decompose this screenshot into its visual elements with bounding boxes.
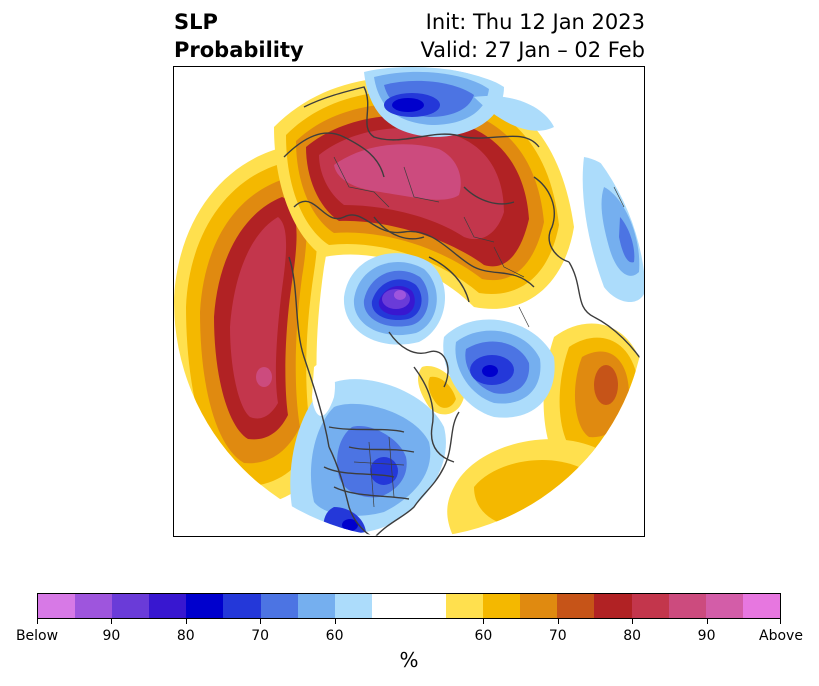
colorbar-segment [668,594,706,618]
colorbar-segment [631,594,669,618]
colorbar-tick-label: 90 [102,628,121,644]
colorbar-tick [706,619,708,624]
coastlines [283,86,644,536]
colorbar-unit: % [399,648,419,672]
colorbar-tick-label: 60 [325,628,344,644]
colorbar-segment [557,594,595,618]
colorbar-segment [742,594,780,618]
below-region-atlantic [443,319,555,418]
colorbar-segment [223,594,261,618]
colorbar-segment [149,594,187,618]
colorbar-segment [186,594,224,618]
colorbar-tick-label: 80 [176,628,195,644]
colorbar-segment [483,594,521,618]
colorbar-tick-label: Above [759,628,803,644]
above-region-west [174,146,330,507]
colorbar-tick [37,619,38,624]
colorbar [37,593,781,619]
colorbar-segment [446,594,484,618]
probability-field [174,67,644,536]
colorbar-tick-label: Below [15,628,59,644]
colorbar-tick [185,619,187,624]
colorbar-segment [260,594,298,618]
colorbar-segment [594,594,632,618]
colorbar-segment [75,594,113,618]
map-canvas [174,67,644,536]
colorbar-tick [260,619,262,624]
colorbar-tick-label: 70 [251,628,270,644]
colorbar-tick-label: 70 [548,628,567,644]
colorbar-segment [38,594,76,618]
colorbar-segment [334,594,372,618]
above-region-north [274,77,574,309]
colorbar-tick [557,619,559,624]
colorbar-tick [111,619,113,624]
valid-date: Valid: 27 Jan – 02 Feb [420,38,645,62]
colorbar-segment [297,594,335,618]
title-line-2: Probability [174,38,304,62]
map-dates: Init: Thu 12 Jan 2023 Valid: 27 Jan – 02… [420,8,645,64]
polar-map [173,66,645,537]
colorbar-tick-label: 60 [474,628,493,644]
map-title: SLP Probability [174,8,304,64]
colorbar-tick [483,619,485,624]
colorbar-segment [371,594,409,618]
colorbar-ticks: Below 90 80 70 60 60 70 80 90 Above [16,619,803,649]
colorbar-segment [520,594,558,618]
colorbar-tick [334,619,336,624]
below-region-north [364,67,504,137]
colorbar-segment [408,594,447,618]
colorbar-tick-label: 90 [697,628,716,644]
colorbar-segment [112,594,150,618]
title-line-1: SLP [174,10,218,34]
below-region-arctic [343,253,446,345]
colorbar-tick [632,619,634,624]
init-date: Init: Thu 12 Jan 2023 [425,10,645,34]
colorbar-segment [705,594,743,618]
colorbar-tick-label: 80 [623,628,642,644]
colorbar-tick [780,619,781,624]
